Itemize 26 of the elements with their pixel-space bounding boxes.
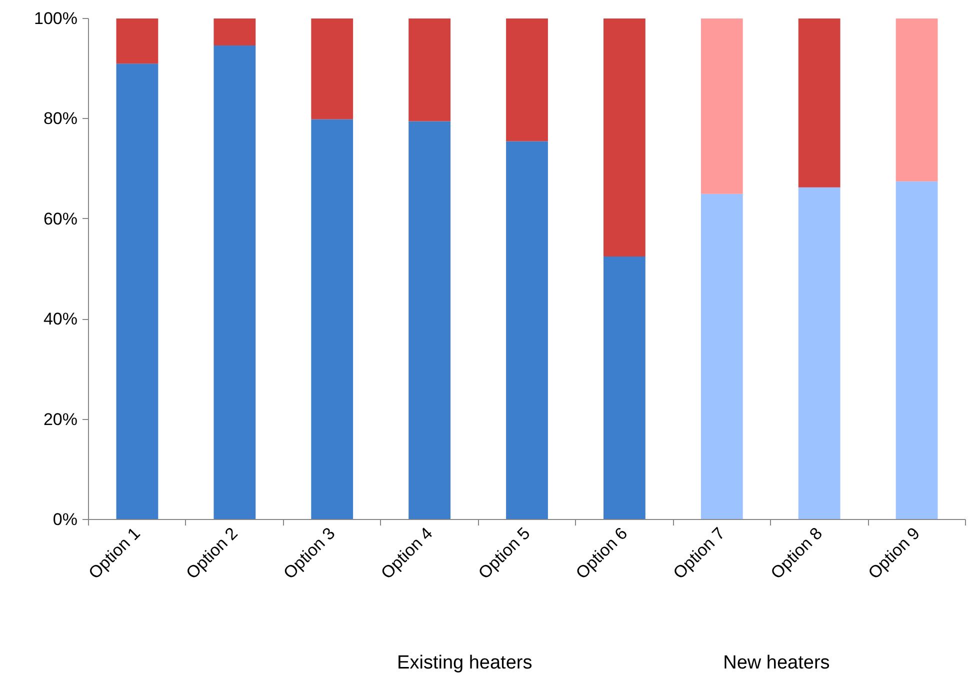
- bar: [506, 18, 548, 142]
- bar: [408, 121, 451, 520]
- y-tick-label: 100%: [34, 9, 78, 28]
- bar: [116, 64, 158, 520]
- bar: [603, 256, 646, 520]
- text: Existing heaters: [397, 652, 532, 674]
- bar: [798, 187, 840, 520]
- bar: [408, 18, 451, 122]
- bar: [116, 18, 158, 64]
- text: New heaters: [723, 652, 830, 674]
- bar: [700, 194, 743, 520]
- bar: [700, 18, 743, 194]
- y-tick-label: 20%: [43, 410, 78, 429]
- y-tick-label: 40%: [43, 310, 78, 329]
- bar: [896, 18, 938, 182]
- y-tick-label: 0%: [52, 510, 78, 529]
- y-tick-label: 80%: [43, 109, 78, 128]
- bar: [214, 46, 256, 520]
- bar: [896, 181, 938, 520]
- bar: [311, 119, 354, 520]
- bar: [798, 18, 840, 188]
- y-tick-label: 60%: [43, 209, 78, 228]
- bar: [311, 18, 354, 120]
- bar: [603, 18, 646, 256]
- bar: [214, 18, 256, 46]
- bar: [506, 141, 548, 520]
